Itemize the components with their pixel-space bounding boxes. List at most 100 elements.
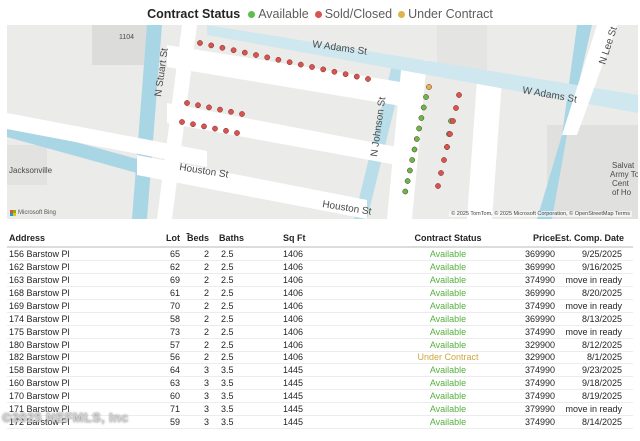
- lot-marker[interactable]: [219, 44, 226, 51]
- lot-marker[interactable]: [239, 111, 245, 117]
- header-lot[interactable]: Lot: [166, 233, 180, 243]
- map-copyright[interactable]: © 2025 TomTom, © 2025 Microsoft Corporat…: [449, 211, 632, 217]
- lot-marker[interactable]: [230, 47, 237, 54]
- lot-marker[interactable]: [418, 115, 425, 121]
- lot-marker[interactable]: [407, 167, 413, 174]
- cell-address: 162 Barstow Pl: [9, 261, 70, 272]
- header-beds[interactable]: ▲ Beds: [180, 233, 209, 243]
- cell-address: 163 Barstow Pl: [9, 274, 70, 285]
- lot-marker[interactable]: [453, 105, 459, 111]
- cell-date: 8/19/2025: [581, 391, 622, 402]
- header-status[interactable]: Contract Status: [414, 233, 482, 243]
- cell-baths: 3.5: [221, 404, 234, 415]
- cell-lot: 70: [169, 300, 180, 311]
- header-price[interactable]: Price: [532, 233, 555, 243]
- logo-text: Microsoft Bing: [18, 210, 57, 216]
- header-baths[interactable]: Baths: [219, 233, 245, 243]
- table-row[interactable]: 160 Barstow Pl 63 3 3.5 1445 Available 374990 9…: [7, 377, 633, 391]
- table-row[interactable]: 172 Barstow Pl 59 3 3.5 1445 Available 374990 8…: [7, 416, 633, 430]
- lot-marker[interactable]: [435, 183, 441, 189]
- cell-price: 374990: [524, 274, 555, 285]
- microsoft-logo-icon: [10, 210, 16, 216]
- lot-marker[interactable]: [264, 54, 271, 61]
- road: [157, 25, 197, 219]
- cell-lot: 65: [169, 248, 180, 259]
- lot-marker[interactable]: [190, 121, 196, 128]
- header-sqft[interactable]: Sq Ft: [283, 233, 306, 243]
- place-label: Salvat: [612, 161, 635, 170]
- lot-marker[interactable]: [331, 68, 338, 75]
- lot-marker[interactable]: [353, 73, 360, 80]
- lot-marker[interactable]: [450, 118, 456, 124]
- table-row[interactable]: 158 Barstow Pl 64 3 3.5 1445 Available 374990 9…: [7, 364, 633, 378]
- lot-marker[interactable]: [234, 130, 240, 136]
- cell-price: 369990: [524, 261, 555, 272]
- table-row[interactable]: 171 Barstow Pl 71 3 3.5 1445 Available 379990 m…: [7, 403, 633, 417]
- lot-marker[interactable]: [420, 104, 427, 111]
- lot-marker[interactable]: [320, 66, 327, 73]
- lot-marker[interactable]: [297, 61, 304, 68]
- lot-marker[interactable]: [208, 42, 215, 49]
- lot-marker[interactable]: [447, 131, 453, 137]
- lot-marker[interactable]: [409, 157, 416, 163]
- table-row[interactable]: 180 Barstow Pl 57 2 2.5 1406 Available 329900 8…: [7, 339, 633, 352]
- lot-marker[interactable]: [444, 144, 450, 150]
- legend-item-available[interactable]: Available: [248, 7, 309, 21]
- table-row[interactable]: 168 Barstow Pl 61 2 2.5 1406 Available 369990 8…: [7, 287, 633, 300]
- legend-item-sold[interactable]: Sold/Closed: [314, 7, 392, 21]
- lot-marker[interactable]: [438, 170, 444, 176]
- lot-marker[interactable]: [426, 84, 432, 90]
- lot-marker[interactable]: [228, 108, 234, 115]
- table-row[interactable]: 162 Barstow Pl 62 2 2.5 1406 Available 369990 9…: [7, 261, 633, 274]
- table-row[interactable]: 156 Barstow Pl 65 2 2.5 1406 Available 369990 9…: [7, 248, 633, 261]
- lot-marker[interactable]: [241, 49, 248, 56]
- lot-marker[interactable]: [342, 71, 349, 78]
- road: [167, 45, 407, 107]
- cell-baths: 2.5: [221, 352, 234, 363]
- table-row[interactable]: 182 Barstow Pl 56 2 2.5 1406 Under Contract 32…: [7, 352, 633, 365]
- cell-date: 9/25/2025: [581, 248, 622, 259]
- table-row[interactable]: 170 Barstow Pl 60 3 3.5 1445 Available 374990 8…: [7, 390, 633, 404]
- cell-beds: 3: [203, 404, 209, 415]
- lot-marker[interactable]: [206, 104, 212, 111]
- cell-date: 9/16/2025: [581, 261, 622, 272]
- cell-baths: 2.5: [221, 300, 234, 311]
- lot-marker[interactable]: [413, 136, 420, 142]
- lot-marker[interactable]: [197, 40, 203, 46]
- cell-sqft: 1445: [283, 404, 304, 415]
- lot-marker[interactable]: [217, 106, 223, 113]
- lot-marker[interactable]: [402, 188, 409, 195]
- cell-baths: 2.5: [221, 326, 234, 337]
- lot-marker[interactable]: [416, 125, 422, 132]
- lot-marker[interactable]: [212, 125, 218, 132]
- cell-date: 8/13/2025: [581, 313, 622, 324]
- lot-marker[interactable]: [411, 146, 418, 153]
- map-canvas[interactable]: W Adams St W Adams St N Stuart St N John…: [7, 25, 638, 219]
- cell-lot: 64: [169, 365, 180, 376]
- header-address[interactable]: Address: [9, 233, 46, 243]
- lot-marker[interactable]: [309, 64, 315, 70]
- cell-baths: 3.5: [221, 378, 234, 389]
- lot-marker[interactable]: [365, 76, 371, 82]
- lot-marker[interactable]: [179, 119, 185, 125]
- lot-marker[interactable]: [195, 102, 201, 109]
- water-channel: [537, 25, 592, 219]
- table-row[interactable]: 163 Barstow Pl 69 2 2.5 1406 Available 374990 m…: [7, 274, 633, 287]
- lot-marker[interactable]: [423, 94, 429, 100]
- lot-marker[interactable]: [441, 157, 447, 163]
- lot-marker[interactable]: [201, 123, 207, 130]
- map[interactable]: W Adams St W Adams St N Stuart St N John…: [7, 25, 638, 219]
- table-row[interactable]: 175 Barstow Pl 73 2 2.5 1406 Available 374990 m…: [7, 326, 633, 339]
- cell-status: Available: [429, 391, 467, 402]
- lot-marker[interactable]: [404, 178, 411, 184]
- header-date[interactable]: Est. Comp. Date: [555, 233, 625, 243]
- lot-marker[interactable]: [456, 92, 462, 98]
- table-row[interactable]: 169 Barstow Pl 70 2 2.5 1406 Available 374990 m…: [7, 300, 633, 313]
- lot-marker[interactable]: [253, 52, 259, 58]
- table-row[interactable]: 174 Barstow Pl 58 2 2.5 1406 Available 369990 8…: [7, 313, 633, 326]
- lot-marker[interactable]: [223, 127, 229, 134]
- lot-marker[interactable]: [275, 56, 282, 63]
- lot-marker[interactable]: [286, 59, 293, 66]
- legend-item-under-contract[interactable]: Under Contract: [398, 7, 493, 21]
- lot-marker[interactable]: [184, 100, 190, 106]
